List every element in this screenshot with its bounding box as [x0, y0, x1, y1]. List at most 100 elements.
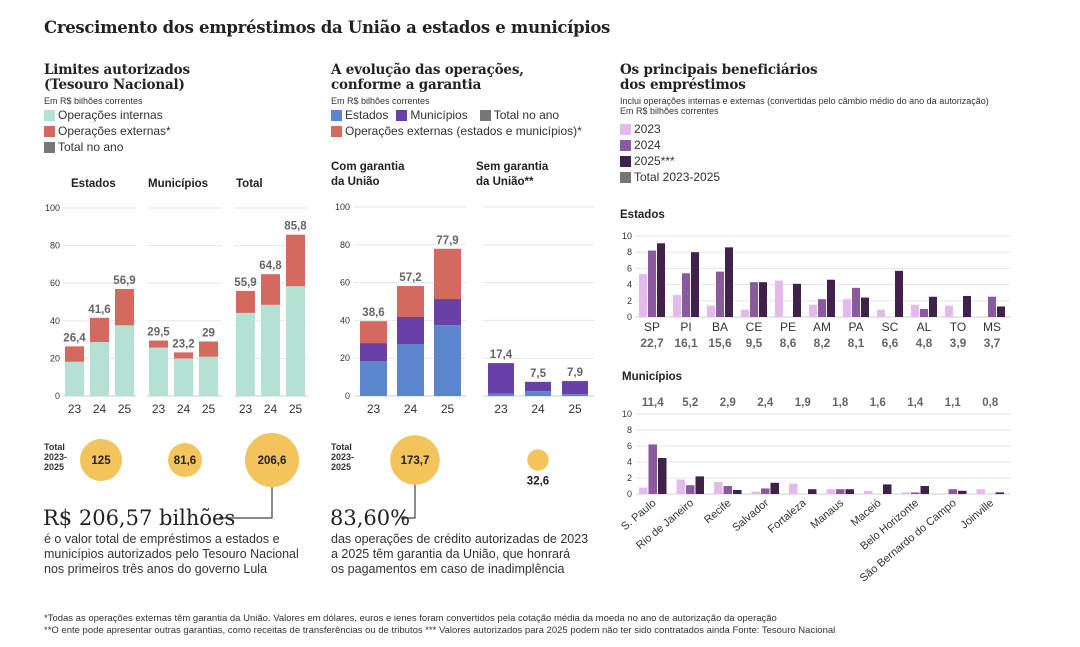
swatch-total	[44, 141, 55, 153]
category-total-label: 3,7	[984, 336, 1001, 350]
legend-label: Municípios	[410, 108, 468, 122]
section1-unit: Em R$ bilhões correntes	[44, 96, 143, 106]
bar-segment	[397, 316, 424, 345]
bar-2023	[843, 299, 851, 317]
section2-highlight-value: 83,60%	[330, 506, 411, 530]
bar-2024	[648, 444, 657, 494]
bar-2025	[759, 282, 767, 317]
bar-segment	[174, 358, 193, 396]
legend-item-2025: 2025***	[620, 153, 989, 169]
y-tick-label: 60	[340, 278, 350, 288]
bar-2025	[895, 270, 903, 317]
swatch-2025	[620, 155, 631, 167]
x-tick-label: Fortaleza	[766, 497, 810, 536]
bar-segment	[434, 248, 461, 300]
y-tick-label: 0	[627, 489, 632, 499]
bar-segment	[236, 290, 255, 313]
bar-total-label: 29,5	[147, 327, 170, 339]
category-total-label: 16,1	[674, 336, 698, 350]
bar-2025	[733, 490, 742, 494]
category-total-label: 8,2	[814, 336, 831, 350]
bar-total-label: 7,9	[567, 367, 583, 379]
bar-segment	[525, 391, 551, 396]
category-total-label: 4,8	[916, 336, 933, 350]
legend-label: 2023	[634, 122, 661, 136]
bar-segment	[65, 361, 84, 396]
bar-2023	[676, 479, 685, 494]
x-tick-label: 25	[568, 402, 582, 416]
legend-label: Total no ano	[493, 108, 560, 122]
legend-label: Operações externas (estados e municípios…	[345, 124, 582, 138]
swatch-externas	[331, 125, 342, 137]
section2-highlight-text: das operações de crédito autorizadas de …	[331, 532, 588, 577]
bar-segment	[562, 381, 588, 395]
bar-segment	[174, 352, 193, 359]
bar-segment	[90, 317, 109, 343]
x-tick-label: Joinville	[958, 497, 996, 531]
bar-segment	[397, 286, 424, 317]
panel-label-sem-garantia: Sem garantia da União**	[476, 160, 548, 190]
desc-line: municípios autorizados pelo Tesouro Naci…	[44, 547, 299, 561]
bar-2023	[639, 487, 648, 494]
bar-segment	[360, 343, 387, 362]
bar-2023	[864, 490, 873, 494]
y-tick-label: 4	[627, 280, 632, 290]
category-total-label: 2,9	[720, 397, 736, 409]
bar-segment	[434, 325, 461, 396]
x-tick-label: 24	[531, 402, 545, 416]
x-tick-label: 25	[118, 402, 132, 416]
municipios-chart-label: Municípios	[622, 371, 683, 383]
bar-2023	[826, 489, 835, 494]
section2-header: A evolução das operações, conforme a gar…	[331, 63, 582, 139]
section2-unit: Em R$ bilhões correntes	[331, 96, 430, 106]
bar-segment	[115, 289, 134, 326]
swatch-internas	[44, 109, 55, 121]
bubble-value-label: 206,6	[258, 455, 287, 467]
bar-segment	[286, 234, 305, 287]
category-total-label: 1,9	[795, 397, 811, 409]
connector-line	[222, 487, 273, 519]
swatch-total	[479, 109, 491, 121]
bar-2025	[695, 476, 704, 494]
legend-label: Operações externas*	[58, 124, 171, 138]
x-tick-label: Salvador	[730, 497, 771, 534]
y-tick-label: 0	[627, 312, 632, 322]
x-tick-label: SP	[644, 320, 660, 334]
bar-2023	[751, 491, 760, 494]
bar-2025	[793, 283, 801, 317]
bar-segment	[286, 286, 305, 396]
bar-segment	[434, 299, 461, 326]
bar-2023	[714, 482, 723, 494]
bar-2023	[673, 295, 681, 317]
x-tick-label: Manaus	[808, 497, 846, 532]
bar-2023	[911, 304, 919, 317]
x-tick-label: 23	[494, 402, 508, 416]
swatch-2023	[620, 123, 631, 135]
y-tick-label: 6	[627, 263, 632, 273]
footnotes: *Todas as operações externas têm garanti…	[44, 613, 835, 637]
category-total-label: 15,6	[708, 336, 732, 350]
x-tick-label: PA	[848, 320, 863, 334]
section1-header: Limites autorizados (Tesouro Nacional) E…	[44, 63, 190, 155]
section1-highlight-value: R$ 206,57 bilhões	[43, 506, 236, 530]
x-tick-label: 24	[264, 402, 278, 416]
bar-2023	[789, 483, 798, 494]
legend-label: Estados	[345, 108, 389, 122]
y-tick-label: 100	[45, 203, 60, 213]
bar-2025	[845, 489, 854, 494]
bar-2024	[723, 486, 732, 494]
bar-segment	[488, 363, 514, 394]
main-title: Crescimento dos empréstimos da União a e…	[44, 18, 611, 37]
bar-2024	[750, 282, 758, 317]
bar-2023	[809, 304, 817, 317]
bar-2024	[682, 273, 690, 317]
category-total-label: 8,1	[848, 336, 865, 350]
legend-item-2023: 2023	[620, 121, 989, 137]
bar-2025	[929, 296, 937, 317]
legend-label: 2024	[634, 138, 661, 152]
bubble-value-label: 81,6	[174, 455, 196, 467]
total-label-line: 2025	[331, 462, 352, 472]
bar-total-label: 17,4	[490, 349, 513, 361]
panel-label-line: Com garantia	[331, 161, 405, 173]
